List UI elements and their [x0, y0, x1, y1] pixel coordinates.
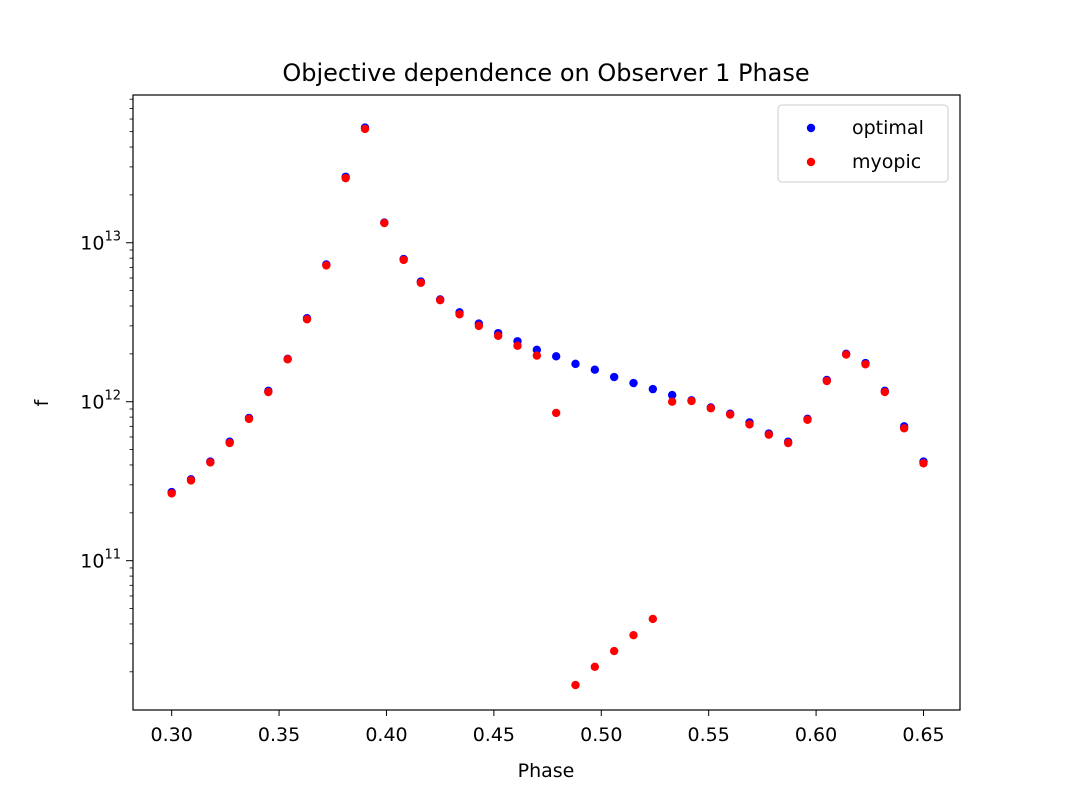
data-point-myopic: [571, 680, 580, 690]
data-point-myopic: [186, 476, 196, 485]
data-point-myopic: [513, 341, 522, 350]
data-point-myopic: [629, 630, 638, 640]
data-point-myopic: [225, 438, 234, 448]
series-myopic: [167, 124, 928, 690]
data-point-myopic: [803, 415, 812, 424]
data-point-myopic: [609, 646, 619, 656]
data-point-myopic: [822, 376, 832, 386]
y-tick-label-exponent: 13: [104, 230, 121, 245]
data-point-myopic: [532, 351, 542, 360]
data-point-myopic: [764, 430, 774, 439]
plot-frame: [132, 94, 961, 711]
y-axis-label: f: [31, 398, 53, 406]
data-point-myopic: [244, 414, 254, 424]
data-point-myopic: [283, 355, 292, 364]
data-point-myopic: [648, 614, 658, 624]
x-tick-label: 0.45: [473, 724, 515, 746]
chart-title: Objective dependence on Observer 1 Phase: [282, 59, 809, 87]
data-point-myopic: [899, 424, 909, 433]
data-point-myopic: [435, 296, 445, 305]
legend-marker-optimal: [806, 123, 816, 133]
data-point-optimal: [590, 365, 600, 374]
x-tick-label: 0.35: [258, 724, 300, 746]
data-series: [167, 123, 928, 690]
data-point-myopic: [360, 124, 370, 134]
y-tick-label: 1011: [80, 548, 121, 573]
data-point-myopic: [706, 404, 716, 413]
data-point-optimal: [551, 352, 561, 361]
data-point-myopic: [725, 410, 735, 419]
data-point-myopic: [841, 350, 851, 359]
data-point-myopic: [341, 173, 350, 183]
y-tick-label-base: 10: [80, 392, 104, 414]
data-point-optimal: [609, 372, 619, 382]
y-tick-label-exponent: 11: [104, 548, 121, 563]
data-point-optimal: [667, 390, 677, 400]
x-tick-label: 0.60: [795, 724, 837, 746]
data-point-myopic: [667, 397, 677, 406]
x-axis-label: Phase: [518, 760, 575, 782]
data-point-myopic: [493, 331, 503, 340]
y-tick-label-exponent: 12: [104, 389, 121, 404]
data-point-myopic: [880, 387, 890, 397]
y-tick-label-base: 10: [80, 551, 104, 573]
y-tick-label: 1013: [80, 230, 121, 255]
data-point-myopic: [783, 438, 793, 448]
data-point-myopic: [861, 360, 870, 369]
legend: optimal myopic: [777, 104, 949, 183]
data-point-myopic: [687, 396, 696, 406]
data-point-myopic: [455, 310, 464, 319]
x-tick-label: 0.65: [902, 724, 944, 746]
legend-box: [777, 104, 949, 183]
y-tick-label-base: 10: [80, 233, 104, 255]
data-point-myopic: [919, 459, 928, 468]
data-point-myopic: [264, 387, 273, 397]
data-point-optimal: [629, 378, 638, 388]
data-point-myopic: [590, 662, 600, 672]
data-point-myopic: [302, 315, 312, 324]
data-point-myopic: [551, 408, 561, 418]
x-tick-label: 0.50: [580, 724, 622, 746]
data-point-myopic: [322, 261, 331, 270]
x-tick-label: 0.30: [151, 724, 193, 746]
legend-label-myopic: myopic: [852, 151, 921, 173]
y-tick-label: 1012: [80, 389, 121, 414]
data-point-myopic: [380, 218, 389, 228]
x-tick-label: 0.40: [365, 724, 407, 746]
data-point-myopic: [416, 278, 426, 287]
y-axis-minor-ticks: [129, 98, 133, 673]
data-point-optimal: [532, 345, 542, 355]
data-point-myopic: [474, 321, 484, 331]
data-point-optimal: [571, 359, 580, 369]
x-axis: 0.30 0.35 0.40 0.45 0.50 0.55 0.60 0.65: [151, 710, 945, 746]
data-point-optimal: [648, 384, 658, 394]
legend-label-optimal: optimal: [852, 117, 924, 139]
data-point-myopic: [745, 420, 754, 429]
data-point-myopic: [167, 489, 176, 498]
data-point-myopic: [206, 458, 215, 467]
legend-marker-myopic: [806, 157, 816, 167]
data-point-myopic: [399, 255, 408, 265]
x-tick-label: 0.55: [688, 724, 730, 746]
